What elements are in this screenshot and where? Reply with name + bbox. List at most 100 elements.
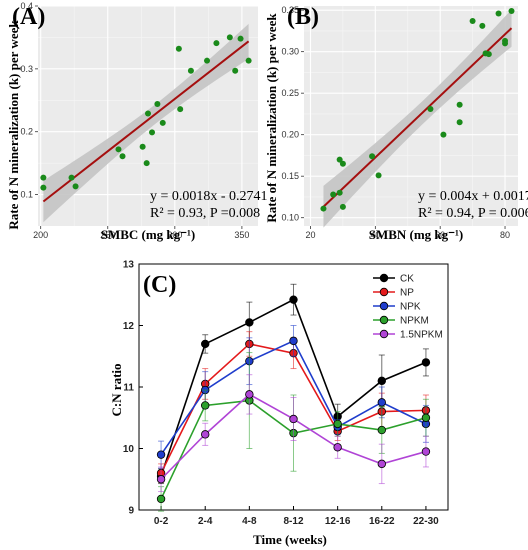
data-point (226, 34, 233, 41)
data-point (115, 146, 122, 153)
x-tick-label: 60 (435, 230, 445, 240)
x-tick-label: 80 (500, 230, 510, 240)
y-tick-label: 0.10 (281, 213, 299, 223)
data-point (204, 57, 211, 64)
data-point (336, 189, 343, 196)
confidence-band (43, 23, 249, 223)
x-tick-label: 22-30 (413, 516, 439, 527)
panel-b-label: (B) (287, 4, 319, 30)
x-tick-label: 16-22 (369, 516, 395, 527)
data-point (40, 174, 47, 181)
data-point (485, 51, 492, 58)
panel-a-xlabel: SMBC (mg kg⁻¹) (101, 227, 196, 242)
panel-c-legend: CK NP NPK NPKM 1.5NPKM (373, 274, 443, 341)
data-point (320, 205, 327, 212)
panel-b-equation: y = 0.004x + 0.0017 (418, 189, 528, 204)
y-tick-label: 0.2 (20, 127, 33, 137)
data-point (377, 459, 386, 469)
panel-c-ticks: 9 10 11 12 13 0-2 2-4 4-8 8-12 12-16 16-22 22-30 (123, 260, 439, 528)
y-tick-label: 0.1 (20, 190, 33, 200)
data-point (119, 153, 126, 160)
x-tick-label: 12-16 (325, 516, 351, 527)
data-point (232, 67, 239, 74)
data-point (156, 494, 166, 504)
panel-c-series (156, 283, 431, 512)
series-15npkm (156, 374, 431, 493)
panel-a-ylabel: Rate of N mineralization (k) per week (6, 20, 21, 230)
data-point (339, 203, 346, 210)
data-point (139, 143, 146, 150)
x-tick-label: 2-4 (198, 516, 213, 527)
legend-marker (379, 287, 389, 297)
panel-a-label: (A) (12, 4, 45, 30)
data-point (421, 447, 431, 456)
y-tick-label: 0.4 (20, 1, 33, 11)
data-point (479, 22, 486, 29)
data-point (40, 184, 47, 191)
panel-b: 20 40 60 80 0.10 0.15 0.20 0.25 0.30 0.35 (B) SMB… (264, 4, 528, 242)
data-point (145, 110, 151, 117)
panel-c: 9 10 11 12 13 0-2 2-4 4-8 8-12 12-16 16-22 22-30 CK… (109, 260, 449, 547)
y-tick-label: 10 (123, 444, 135, 455)
data-point (427, 105, 434, 112)
panel-a-stats: R² = 0.93, P =0.008 (150, 206, 260, 221)
data-point (159, 119, 166, 126)
panel-a-points (40, 34, 252, 191)
data-point (456, 119, 463, 126)
data-point (187, 67, 194, 74)
data-point (156, 475, 166, 484)
panel-c-label: (C) (143, 272, 176, 298)
data-point (456, 101, 463, 108)
data-point (175, 45, 182, 52)
data-point (502, 40, 509, 47)
panel-b-xlabel: SMBN (mg kg⁻¹) (369, 227, 464, 242)
data-point (201, 401, 210, 410)
data-point (330, 191, 337, 198)
panel-a-confidence-band (43, 23, 249, 223)
panel-a-ticks: 200 250 300 350 0.1 0.2 0.3 0.4 (20, 1, 249, 240)
y-tick-label: 0.25 (281, 88, 299, 98)
x-tick-label: 0-2 (154, 516, 169, 527)
panel-a: 200 250 300 350 0.1 0.2 0.3 0.4 (A) SMBC (mg kg… (6, 1, 268, 242)
data-point (237, 35, 244, 42)
y-tick-label: 0.3 (20, 64, 33, 74)
legend-label: NPKM (400, 316, 429, 327)
legend-label: NPK (400, 302, 421, 313)
legend-label: 1.5NPKM (400, 330, 443, 341)
x-tick-label: 350 (234, 230, 249, 240)
y-tick-label: 13 (123, 260, 135, 271)
panel-b-fit-line (322, 27, 513, 208)
data-point (289, 414, 298, 424)
data-point (421, 413, 431, 422)
legend-marker (379, 315, 389, 325)
legend-marker (379, 273, 389, 283)
data-point (508, 7, 515, 14)
panel-a-equation: y = 0.0018x - 0.2741 (150, 189, 268, 204)
data-point (201, 430, 210, 439)
data-point (156, 450, 166, 459)
y-tick-label: 11 (123, 383, 134, 394)
data-point (339, 160, 346, 167)
data-point (440, 131, 447, 138)
x-tick-label: 300 (167, 230, 182, 240)
x-tick-label: 20 (305, 230, 315, 240)
legend-label: CK (400, 274, 414, 285)
panel-b-points (320, 7, 515, 212)
data-point (213, 40, 220, 47)
panel-a-fit-line (42, 40, 250, 203)
data-point (289, 336, 298, 346)
x-tick-label: 4-8 (242, 516, 257, 527)
data-point (377, 376, 386, 386)
data-point (245, 57, 252, 64)
regression-line (42, 40, 250, 203)
x-tick-label: 40 (370, 230, 380, 240)
data-point (495, 10, 502, 17)
data-point (149, 129, 156, 136)
data-point (336, 156, 343, 163)
data-point (289, 295, 298, 304)
data-point (421, 358, 431, 367)
data-point (143, 160, 150, 167)
y-tick-label: 9 (128, 506, 134, 517)
y-tick-label: 0.35 (281, 5, 299, 15)
